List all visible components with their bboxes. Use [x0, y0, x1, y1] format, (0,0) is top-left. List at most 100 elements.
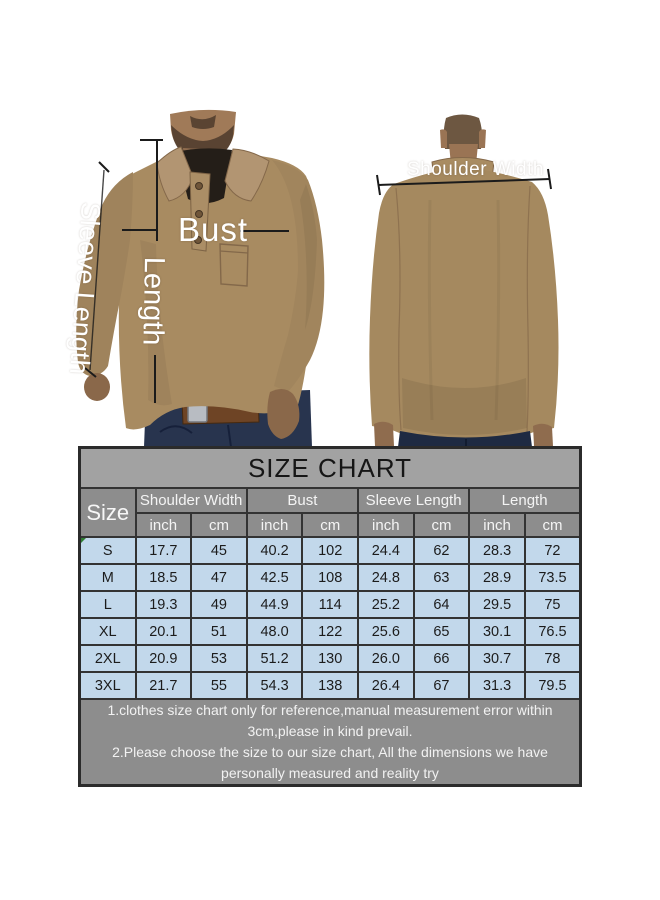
back-ear-right — [479, 129, 486, 148]
value-cell: 63 — [412, 563, 471, 592]
table-row: 2XL 20.9 53 51.2 130 26.0 66 30.7 78 — [78, 644, 582, 673]
note-line: 1.clothes size chart only for reference,… — [107, 702, 553, 739]
chest-pocket — [219, 243, 249, 287]
front-left-sleeve — [76, 172, 133, 376]
length-label: Length — [136, 256, 170, 346]
value-cell: 62 — [412, 536, 471, 565]
value-cell: 17.7 — [134, 536, 193, 565]
size-cell: 3XL — [78, 671, 137, 700]
value-cell: 79.5 — [523, 671, 582, 700]
unit-header-cm: cm — [412, 512, 471, 538]
value-cell: 28.3 — [468, 536, 526, 565]
value-cell: 55 — [190, 671, 248, 700]
value-cell: 26.0 — [357, 644, 415, 673]
value-cell: 130 — [301, 644, 359, 673]
table-row: L 19.3 49 44.9 114 25.2 64 29.5 75 — [78, 590, 582, 619]
value-cell: 108 — [301, 563, 359, 592]
front-left-hand — [84, 373, 110, 401]
unit-header-cm: cm — [190, 512, 248, 538]
value-cell: 18.5 — [134, 563, 193, 592]
size-cell: XL — [78, 617, 137, 646]
shirt-button — [195, 182, 203, 190]
column-header-bust: Bust — [245, 487, 360, 514]
sleeve-bottom-tick — [84, 367, 97, 378]
value-cell: 65 — [412, 617, 471, 646]
value-cell: 114 — [301, 590, 359, 619]
size-cell: 2XL — [78, 644, 137, 673]
bust-label: Bust — [178, 211, 249, 248]
value-cell: 30.7 — [468, 644, 526, 673]
value-cell: 45 — [190, 536, 248, 565]
column-header-sleeve-length: Sleeve Length — [356, 487, 471, 514]
value-cell: 20.9 — [134, 644, 193, 673]
shoulder-left-tick — [376, 174, 381, 196]
back-hair — [443, 114, 483, 149]
unit-header-inch: inch — [468, 512, 526, 538]
value-cell: 44.9 — [245, 590, 304, 619]
size-cell: M — [78, 563, 137, 592]
size-cell: S — [78, 536, 137, 565]
cell-corner-marker — [81, 539, 86, 543]
front-right-sleeve — [272, 160, 325, 392]
value-cell: 75 — [523, 590, 582, 619]
value-cell: 53 — [190, 644, 248, 673]
size-chart-title: SIZE CHART — [78, 446, 582, 489]
value-cell: 19.3 — [134, 590, 193, 619]
column-header-shoulder-width: Shoulder Width — [134, 487, 248, 514]
note-line: 2.Please choose the size to our size cha… — [112, 744, 548, 781]
sleeve-top-tick — [98, 161, 110, 173]
table-row: 3XL 21.7 55 54.3 138 26.4 67 31.3 79.5 — [78, 671, 582, 700]
back-left-hand — [374, 421, 394, 446]
front-measure-lines — [84, 139, 289, 403]
back-shirt — [369, 168, 559, 440]
back-view-figure — [369, 114, 559, 447]
value-cell: 73.5 — [523, 563, 582, 592]
front-view-figure — [76, 109, 325, 447]
value-cell: 122 — [301, 617, 359, 646]
collar-left-flap — [156, 146, 194, 202]
unit-header-inch: inch — [134, 512, 193, 538]
value-cell: 40.2 — [245, 536, 304, 565]
value-cell: 49 — [190, 590, 248, 619]
back-ear-left — [440, 129, 447, 148]
value-cell: 42.5 — [245, 563, 304, 592]
front-shirt-torso — [118, 151, 317, 430]
table-row: XL 20.1 51 48.0 122 25.6 65 30.1 76.5 — [78, 617, 582, 646]
photo-section: Bust Length Sleeve Length Shoulder Width — [0, 0, 660, 447]
value-cell: 76.5 — [523, 617, 582, 646]
value-cell: 48.0 — [245, 617, 304, 646]
back-measure-lines — [376, 168, 552, 196]
front-right-hand — [267, 388, 300, 439]
value-cell: 78 — [523, 644, 582, 673]
value-cell: 51 — [190, 617, 248, 646]
value-cell: 72 — [523, 536, 582, 565]
shirt-button — [194, 236, 202, 244]
shoulder-right-tick — [547, 168, 552, 190]
unit-header-inch: inch — [245, 512, 304, 538]
value-cell: 20.1 — [134, 617, 193, 646]
table-row: M 18.5 47 42.5 108 24.8 63 28.9 73.5 — [78, 563, 582, 592]
value-cell: 21.7 — [134, 671, 193, 700]
value-cell: 25.2 — [357, 590, 415, 619]
value-cell: 66 — [412, 644, 471, 673]
value-cell: 28.9 — [468, 563, 526, 592]
shoulder-width-label: Shoulder Width — [407, 159, 544, 180]
unit-header-cm: cm — [523, 512, 582, 538]
value-cell: 64 — [412, 590, 471, 619]
size-chart-notes: 1.clothes size chart only for reference,… — [78, 698, 582, 787]
back-right-hand — [533, 423, 553, 446]
size-chart-table: SIZE CHART Size Shoulder Width Bust Slee… — [78, 446, 582, 787]
unit-header-cm: cm — [301, 512, 359, 538]
value-cell: 29.5 — [468, 590, 526, 619]
shirt-button — [195, 210, 203, 218]
value-cell: 24.4 — [357, 536, 415, 565]
table-row: S 17.7 45 40.2 102 24.4 62 28.3 72 — [78, 536, 582, 565]
unit-header-inch: inch — [357, 512, 415, 538]
column-header-length: Length — [468, 487, 582, 514]
size-chart-section: SIZE CHART Size Shoulder Width Bust Slee… — [78, 446, 582, 787]
collar-right-flap — [224, 148, 270, 202]
value-cell: 102 — [301, 536, 359, 565]
value-cell: 31.3 — [468, 671, 526, 700]
shoulder-width-line — [378, 178, 551, 186]
